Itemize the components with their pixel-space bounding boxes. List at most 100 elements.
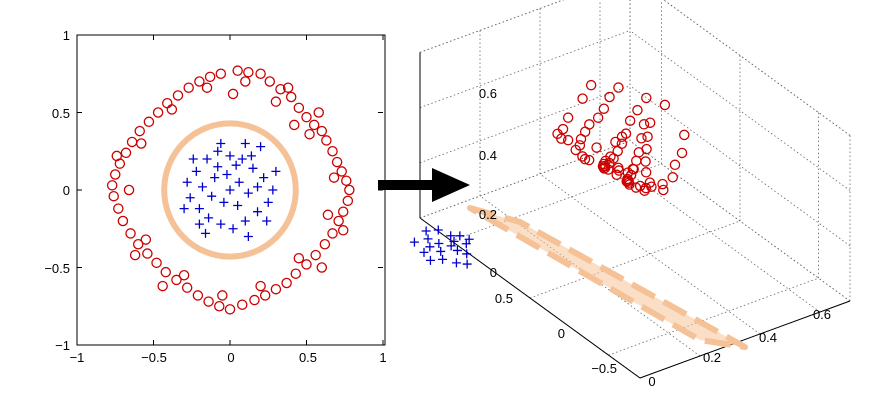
- right-blue-point: [425, 255, 435, 265]
- right-red-point: [592, 112, 604, 123]
- left-blue-point: [237, 154, 247, 164]
- left-red-point: [143, 116, 155, 128]
- left-blue-point: [194, 219, 204, 229]
- decision-boundary-circle: [161, 120, 299, 260]
- right-red-point: [676, 147, 688, 159]
- left-red-point: [282, 82, 294, 93]
- left-blue-point: [216, 219, 226, 229]
- left-x-tick-label: 1: [379, 350, 386, 365]
- left-blue-point: [256, 142, 266, 152]
- left-red-point: [281, 277, 292, 289]
- right-red-point: [638, 119, 650, 130]
- left-red-point: [106, 180, 118, 191]
- mapping-arrow: [378, 168, 470, 202]
- left-red-point: [270, 283, 282, 295]
- right-red-point: [585, 79, 597, 91]
- right-blue-point: [433, 225, 443, 235]
- left-red-point: [215, 68, 227, 80]
- grid-line: [629, 85, 851, 247]
- right-x-tick-label: 0.2: [703, 350, 721, 365]
- left-blue-point: [240, 216, 250, 226]
- left-red-point: [342, 195, 354, 207]
- left-x-tick-label: −1: [70, 350, 85, 365]
- right-red-point: [584, 119, 595, 130]
- grid-line: [419, 0, 565, 53]
- right-red-point: [669, 159, 681, 171]
- left-red-point: [293, 102, 305, 114]
- left-blue-point: [216, 139, 226, 148]
- right-red-point: [623, 175, 634, 187]
- left-red-point: [293, 252, 305, 264]
- left-blue-point: [246, 151, 256, 161]
- left-red-point: [132, 238, 144, 250]
- arrow-head: [432, 168, 470, 202]
- left-red-point: [328, 172, 340, 183]
- right-blue-point: [462, 249, 472, 259]
- right-blue-point: [446, 231, 456, 241]
- left-x-tick-label: 0.5: [299, 350, 317, 365]
- left-blue-point: [263, 197, 273, 207]
- right-red-point: [574, 140, 586, 151]
- left-red-point: [327, 145, 338, 157]
- right-blue-point: [455, 231, 465, 241]
- left-red-point: [275, 84, 286, 95]
- left-red-point: [259, 290, 271, 301]
- left-red-point: [108, 190, 119, 202]
- left-red-point: [322, 209, 334, 221]
- right-red-point: [632, 104, 643, 116]
- grid-line: [539, 173, 761, 335]
- right-blue-point: [464, 234, 474, 244]
- left-data-points: [106, 65, 355, 315]
- right-blue-point: [425, 242, 435, 252]
- left-red-point: [136, 138, 147, 149]
- right-red-point: [577, 151, 588, 162]
- right-x-tick-label: 0: [648, 374, 655, 389]
- left-red-point: [152, 107, 164, 118]
- left-red-point: [166, 104, 178, 115]
- left-blue-point: [194, 204, 204, 214]
- left-blue-point: [204, 213, 214, 223]
- right-red-point: [562, 112, 574, 123]
- right-red-point: [640, 182, 652, 194]
- left-red-point: [151, 257, 162, 269]
- grid-line: [419, 0, 565, 53]
- left-red-point: [201, 82, 213, 93]
- right-red-point: [636, 133, 647, 144]
- left-red-point: [172, 90, 184, 101]
- left-red-point: [236, 299, 248, 310]
- right-blue-point: [462, 259, 472, 269]
- right-red-point: [624, 115, 636, 127]
- left-blue-point: [188, 154, 198, 164]
- left-red-point: [336, 166, 347, 177]
- left-red-point: [290, 268, 302, 279]
- left-red-point: [157, 280, 168, 292]
- right-y-tick-label: 0.5: [495, 291, 513, 306]
- left-y-tick-label: −1: [55, 338, 70, 353]
- left-red-point: [123, 184, 135, 196]
- left-blue-point: [191, 166, 201, 176]
- left-red-point: [181, 282, 193, 293]
- separating-plane: [467, 205, 748, 350]
- left-red-point: [313, 107, 324, 118]
- right-blue-points: [409, 225, 474, 269]
- right-red-point: [613, 165, 625, 176]
- left-red-point: [140, 234, 152, 245]
- right-red-point: [631, 155, 642, 167]
- right-red-point: [640, 156, 651, 167]
- left-blue-point: [213, 146, 223, 156]
- left-y-tick-label: −0.5: [44, 261, 70, 276]
- left-y-tick-label: 0: [63, 183, 70, 198]
- left-blue-point: [185, 193, 195, 203]
- right-red-point: [641, 143, 652, 155]
- left-y-tick-label: 1: [63, 28, 70, 43]
- left-red-point: [117, 215, 129, 227]
- left-red-point: [134, 125, 145, 137]
- left-red-point: [183, 82, 194, 93]
- left-y-tick-label: 0.5: [52, 106, 70, 121]
- left-red-point: [255, 68, 266, 80]
- left-blue-point: [233, 201, 243, 210]
- grid-line: [608, 277, 819, 356]
- grid-line: [629, 30, 851, 191]
- left-blue-point: [210, 173, 220, 183]
- left-blue-point: [262, 216, 272, 226]
